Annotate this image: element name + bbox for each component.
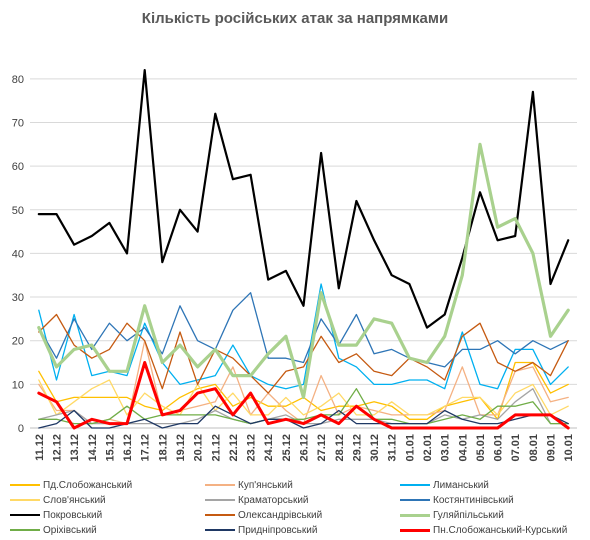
legend-label: Краматорський xyxy=(238,494,309,506)
y-tick-label: 80 xyxy=(12,74,24,86)
series-line-11 xyxy=(37,361,570,430)
legend-item: Олександрівський xyxy=(205,508,322,522)
legend-label: Гуляйпільський xyxy=(433,509,504,521)
legend-label: Куп'янський xyxy=(238,479,293,491)
y-axis: 0 10 20 30 40 50 60 70 80 xyxy=(12,74,24,435)
legend-swatch xyxy=(205,484,235,486)
series-line-5 xyxy=(38,292,569,368)
y-tick-label: 50 xyxy=(12,205,24,217)
legend-swatch xyxy=(10,529,40,531)
legend-label: Пн.Слобожанський-Курський xyxy=(433,524,568,536)
legend-swatch xyxy=(205,529,235,531)
series-line-7 xyxy=(38,313,569,394)
x-tick-label: 08.01 xyxy=(528,434,540,462)
x-tick-label: 23.12 xyxy=(246,434,258,462)
legend-swatch xyxy=(400,528,430,532)
series-line-8 xyxy=(37,142,570,399)
legend-label: Пд.Слобожанський xyxy=(43,479,133,491)
legend-item: Пд.Слобожанський xyxy=(10,478,132,492)
x-tick-label: 13.12 xyxy=(69,434,81,462)
legend-swatch xyxy=(400,499,430,501)
legend-item: Краматорський xyxy=(205,493,309,507)
x-tick-label: 12.12 xyxy=(51,434,63,462)
x-tick-label: 28.12 xyxy=(334,434,346,462)
x-tick-label: 16.12 xyxy=(122,434,134,462)
x-tick-label: 20.12 xyxy=(193,434,205,462)
line-chart: 0 10 20 30 40 50 60 70 80 11.12 12.12 13.12 14.12 15… xyxy=(12,68,577,462)
legend-label: Придніпровський xyxy=(238,524,318,536)
x-tick-label: 25.12 xyxy=(281,434,293,462)
x-axis: 11.12 12.12 13.12 14.12 15.12 16.12 17.12 18.12… xyxy=(34,434,575,462)
legend-item: Покровський xyxy=(10,508,102,522)
legend-swatch xyxy=(400,513,430,517)
legend-swatch xyxy=(10,484,40,486)
legend-item: Пн.Слобожанський-Курський xyxy=(400,523,567,537)
series-line-9 xyxy=(38,388,569,425)
y-tick-label: 30 xyxy=(12,292,24,304)
legend-label: Покровський xyxy=(43,509,103,521)
x-tick-label: 19.12 xyxy=(175,434,187,462)
legend-item: Придніпровський xyxy=(205,523,317,537)
y-tick-label: 70 xyxy=(12,117,24,129)
x-tick-label: 04.01 xyxy=(457,434,469,462)
y-tick-label: 0 xyxy=(18,423,24,435)
x-tick-label: 22.12 xyxy=(228,434,240,462)
legend-item: Лиманський xyxy=(400,478,489,492)
legend-label: Олександрівський xyxy=(238,509,323,521)
x-tick-label: 05.01 xyxy=(475,434,487,462)
legend-item: Оріхівський xyxy=(10,523,97,537)
x-tick-label: 06.01 xyxy=(493,434,505,462)
legend-label: Оріхівський xyxy=(43,524,97,536)
x-tick-label: 02.01 xyxy=(422,434,434,462)
x-tick-label: 01.01 xyxy=(404,434,416,462)
x-tick-label: 17.12 xyxy=(140,434,152,462)
series-lines xyxy=(37,68,570,430)
x-tick-label: 18.12 xyxy=(157,434,169,462)
legend-swatch xyxy=(10,499,40,501)
legend-swatch xyxy=(400,484,430,486)
x-tick-label: 30.12 xyxy=(369,434,381,462)
x-tick-label: 24.12 xyxy=(263,434,275,462)
x-tick-label: 27.12 xyxy=(316,434,328,462)
legend-swatch xyxy=(205,499,235,501)
y-tick-label: 20 xyxy=(12,336,24,348)
x-tick-label: 29.12 xyxy=(351,434,363,462)
x-tick-label: 09.01 xyxy=(546,434,558,462)
chart-title: Кількість російських атак за напрямками xyxy=(141,10,449,27)
x-tick-label: 26.12 xyxy=(299,434,311,462)
legend-swatch xyxy=(205,514,235,516)
x-tick-label: 15.12 xyxy=(104,434,116,462)
legend-label: Слов'янський xyxy=(43,494,106,506)
series-line-2 xyxy=(38,283,569,390)
x-tick-label: 03.01 xyxy=(440,434,452,462)
series-line-3 xyxy=(38,379,569,416)
series-line-6 xyxy=(37,68,570,329)
x-tick-label: 31.12 xyxy=(387,434,399,462)
y-tick-label: 40 xyxy=(12,248,24,260)
gridlines xyxy=(30,78,577,429)
x-tick-label: 14.12 xyxy=(87,434,99,462)
legend-label: Лиманський xyxy=(433,479,489,491)
legend-label: Костянтинівський xyxy=(433,494,514,506)
legend-item: Костянтинівський xyxy=(400,493,514,507)
x-tick-label: 10.01 xyxy=(563,434,575,462)
legend-item: Куп'янський xyxy=(205,478,293,492)
legend-swatch xyxy=(10,514,40,516)
x-tick-label: 21.12 xyxy=(210,434,222,462)
x-tick-label: 11.12 xyxy=(34,434,46,461)
legend-item: Гуляйпільський xyxy=(400,508,504,522)
x-tick-label: 07.01 xyxy=(510,434,522,462)
legend-item: Слов'янський xyxy=(10,493,106,507)
y-tick-label: 60 xyxy=(12,161,24,173)
y-tick-label: 10 xyxy=(12,379,24,391)
